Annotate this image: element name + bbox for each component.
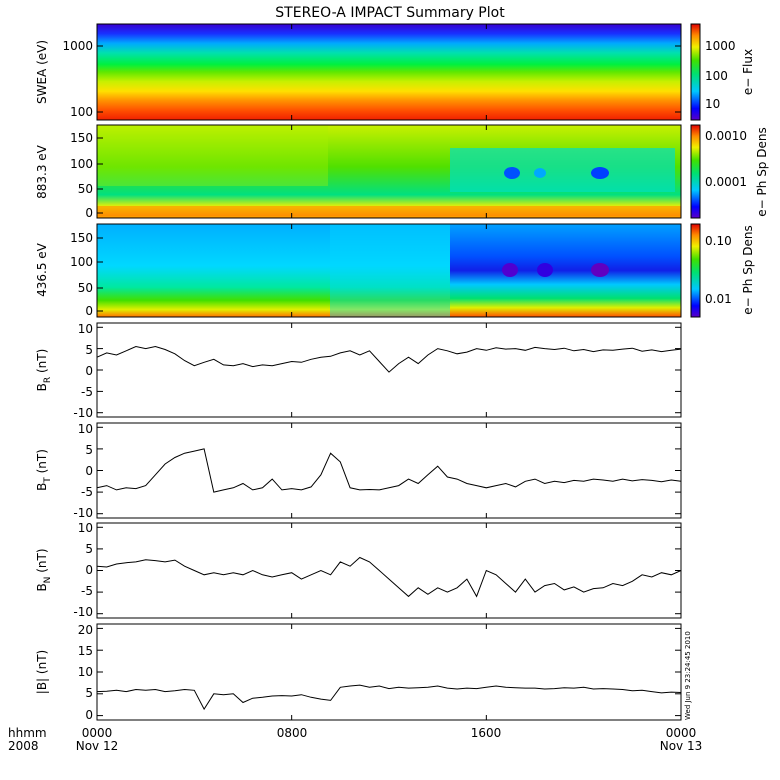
pad436-ytick-50: 50 <box>78 281 93 295</box>
x-tick-0000-end: 0000 <box>666 726 697 740</box>
bmag-ytick-5: 5 <box>85 686 93 700</box>
swea-cbar-tick-1000: 1000 <box>705 39 736 53</box>
swea-cbar-tick-100: 100 <box>705 69 728 83</box>
bmag-ytick-15: 15 <box>78 644 93 658</box>
x-axis-label-hhmm: hhmm <box>8 726 47 740</box>
br-ytick-m10: -10 <box>73 406 93 420</box>
line-traces <box>96 24 682 720</box>
bt-trace <box>96 448 682 493</box>
bt-ytick-5: 5 <box>85 443 93 457</box>
br-ytick-m5: -5 <box>81 385 93 399</box>
chart-title: STEREO-A IMPACT Summary Plot <box>275 5 505 21</box>
bt-ytick-m10: -10 <box>73 506 93 520</box>
x-axis-label-year: 2008 <box>8 739 39 753</box>
pad436-cbar-tick-0: 0.10 <box>705 234 732 248</box>
bn-panel: 10 5 0 -5 -10 BN (nT) <box>35 521 682 619</box>
bmag-ytick-20: 20 <box>78 623 93 637</box>
pad883-ytick-0: 0 <box>85 206 93 220</box>
bmag-ylabel: |B| (nT) <box>35 650 49 694</box>
swea-spectrogram-image <box>97 24 681 120</box>
x-axis: hhmm 2008 0000 Nov 12 0800 1600 0000 Nov… <box>8 726 702 753</box>
pad436-colorbar <box>691 224 700 317</box>
bt-panel: 10 5 0 -5 -10 BT (nT) <box>35 422 682 520</box>
swea-cbar-label: e− Flux <box>741 49 755 95</box>
bn-ylabel: BN (nT) <box>35 548 53 591</box>
bt-ylabel: BT (nT) <box>35 449 53 491</box>
br-trace <box>96 345 682 373</box>
x-tick-0800: 0800 <box>277 726 308 740</box>
x-tick-nov13: Nov 13 <box>660 739 703 753</box>
pad883-ylabel: 883.3 eV <box>35 144 49 199</box>
bt-ytick-0: 0 <box>85 464 93 478</box>
pad883-colorbar <box>691 125 700 218</box>
swea-ytick-1000: 1000 <box>62 39 93 53</box>
br-ylabel: BR (nT) <box>35 349 53 392</box>
bmag-ytick-0: 0 <box>85 708 93 722</box>
swea-ylabel: SWEA (eV) <box>35 40 49 104</box>
swea-cbar-tick-10: 10 <box>705 97 720 111</box>
x-tick-0000-start: 0000 <box>82 726 113 740</box>
bn-ytick-m10: -10 <box>73 605 93 619</box>
bmag-trace <box>96 684 682 711</box>
bt-ytick-m5: -5 <box>81 485 93 499</box>
bt-ytick-10: 10 <box>78 422 93 436</box>
bn-ytick-10: 10 <box>78 521 93 535</box>
pad436-cbar-label: e− Ph Sp Dens <box>741 225 755 314</box>
pad883-ytick-150: 150 <box>70 131 93 145</box>
bn-trace <box>96 556 682 598</box>
br-ytick-0: 0 <box>85 364 93 378</box>
x-tick-nov12: Nov 12 <box>76 739 119 753</box>
pad883-cbar-tick-0: 0.0010 <box>705 129 747 143</box>
br-panel: 10 5 0 -5 -10 BR (nT) <box>35 322 682 420</box>
pad436-ytick-150: 150 <box>70 231 93 245</box>
bmag-panel: 20 15 10 5 0 |B| (nT) Wed Jun 9 23:24:45… <box>35 623 692 722</box>
bn-ytick-0: 0 <box>85 563 93 577</box>
swea-spectrogram-panel: 1000 100 SWEA (eV) 1000 100 10 e− Flux <box>35 23 755 121</box>
pad436-cbar-tick-1: 0.01 <box>705 292 732 306</box>
pad883-cbar-label: e− Ph Sp Dens <box>755 127 769 216</box>
x-tick-1600: 1600 <box>471 726 502 740</box>
pad883-ytick-50: 50 <box>78 182 93 196</box>
pad436-ytick-0: 0 <box>85 304 93 318</box>
br-ytick-5: 5 <box>85 343 93 357</box>
pad-436-panel: 150 100 50 0 436.5 eV 0.10 0.01 e− Ph Sp… <box>35 223 755 318</box>
pad436-ytick-100: 100 <box>70 255 93 269</box>
pad883-cbar-tick-1: 0.0001 <box>705 175 747 189</box>
bn-ytick-m5: -5 <box>81 584 93 598</box>
br-ytick-10: 10 <box>78 322 93 336</box>
pad436-ylabel: 436.5 eV <box>35 242 49 297</box>
swea-colorbar <box>691 24 700 120</box>
swea-ytick-100: 100 <box>70 105 93 119</box>
pad-883-panel: 150 100 50 0 883.3 eV 0.0010 0.0001 e− P… <box>35 124 769 220</box>
bn-ytick-5: 5 <box>85 542 93 556</box>
bmag-ytick-10: 10 <box>78 665 93 679</box>
plot-timestamp: Wed Jun 9 23:24:45 2010 <box>684 631 692 720</box>
pad883-ytick-100: 100 <box>70 157 93 171</box>
